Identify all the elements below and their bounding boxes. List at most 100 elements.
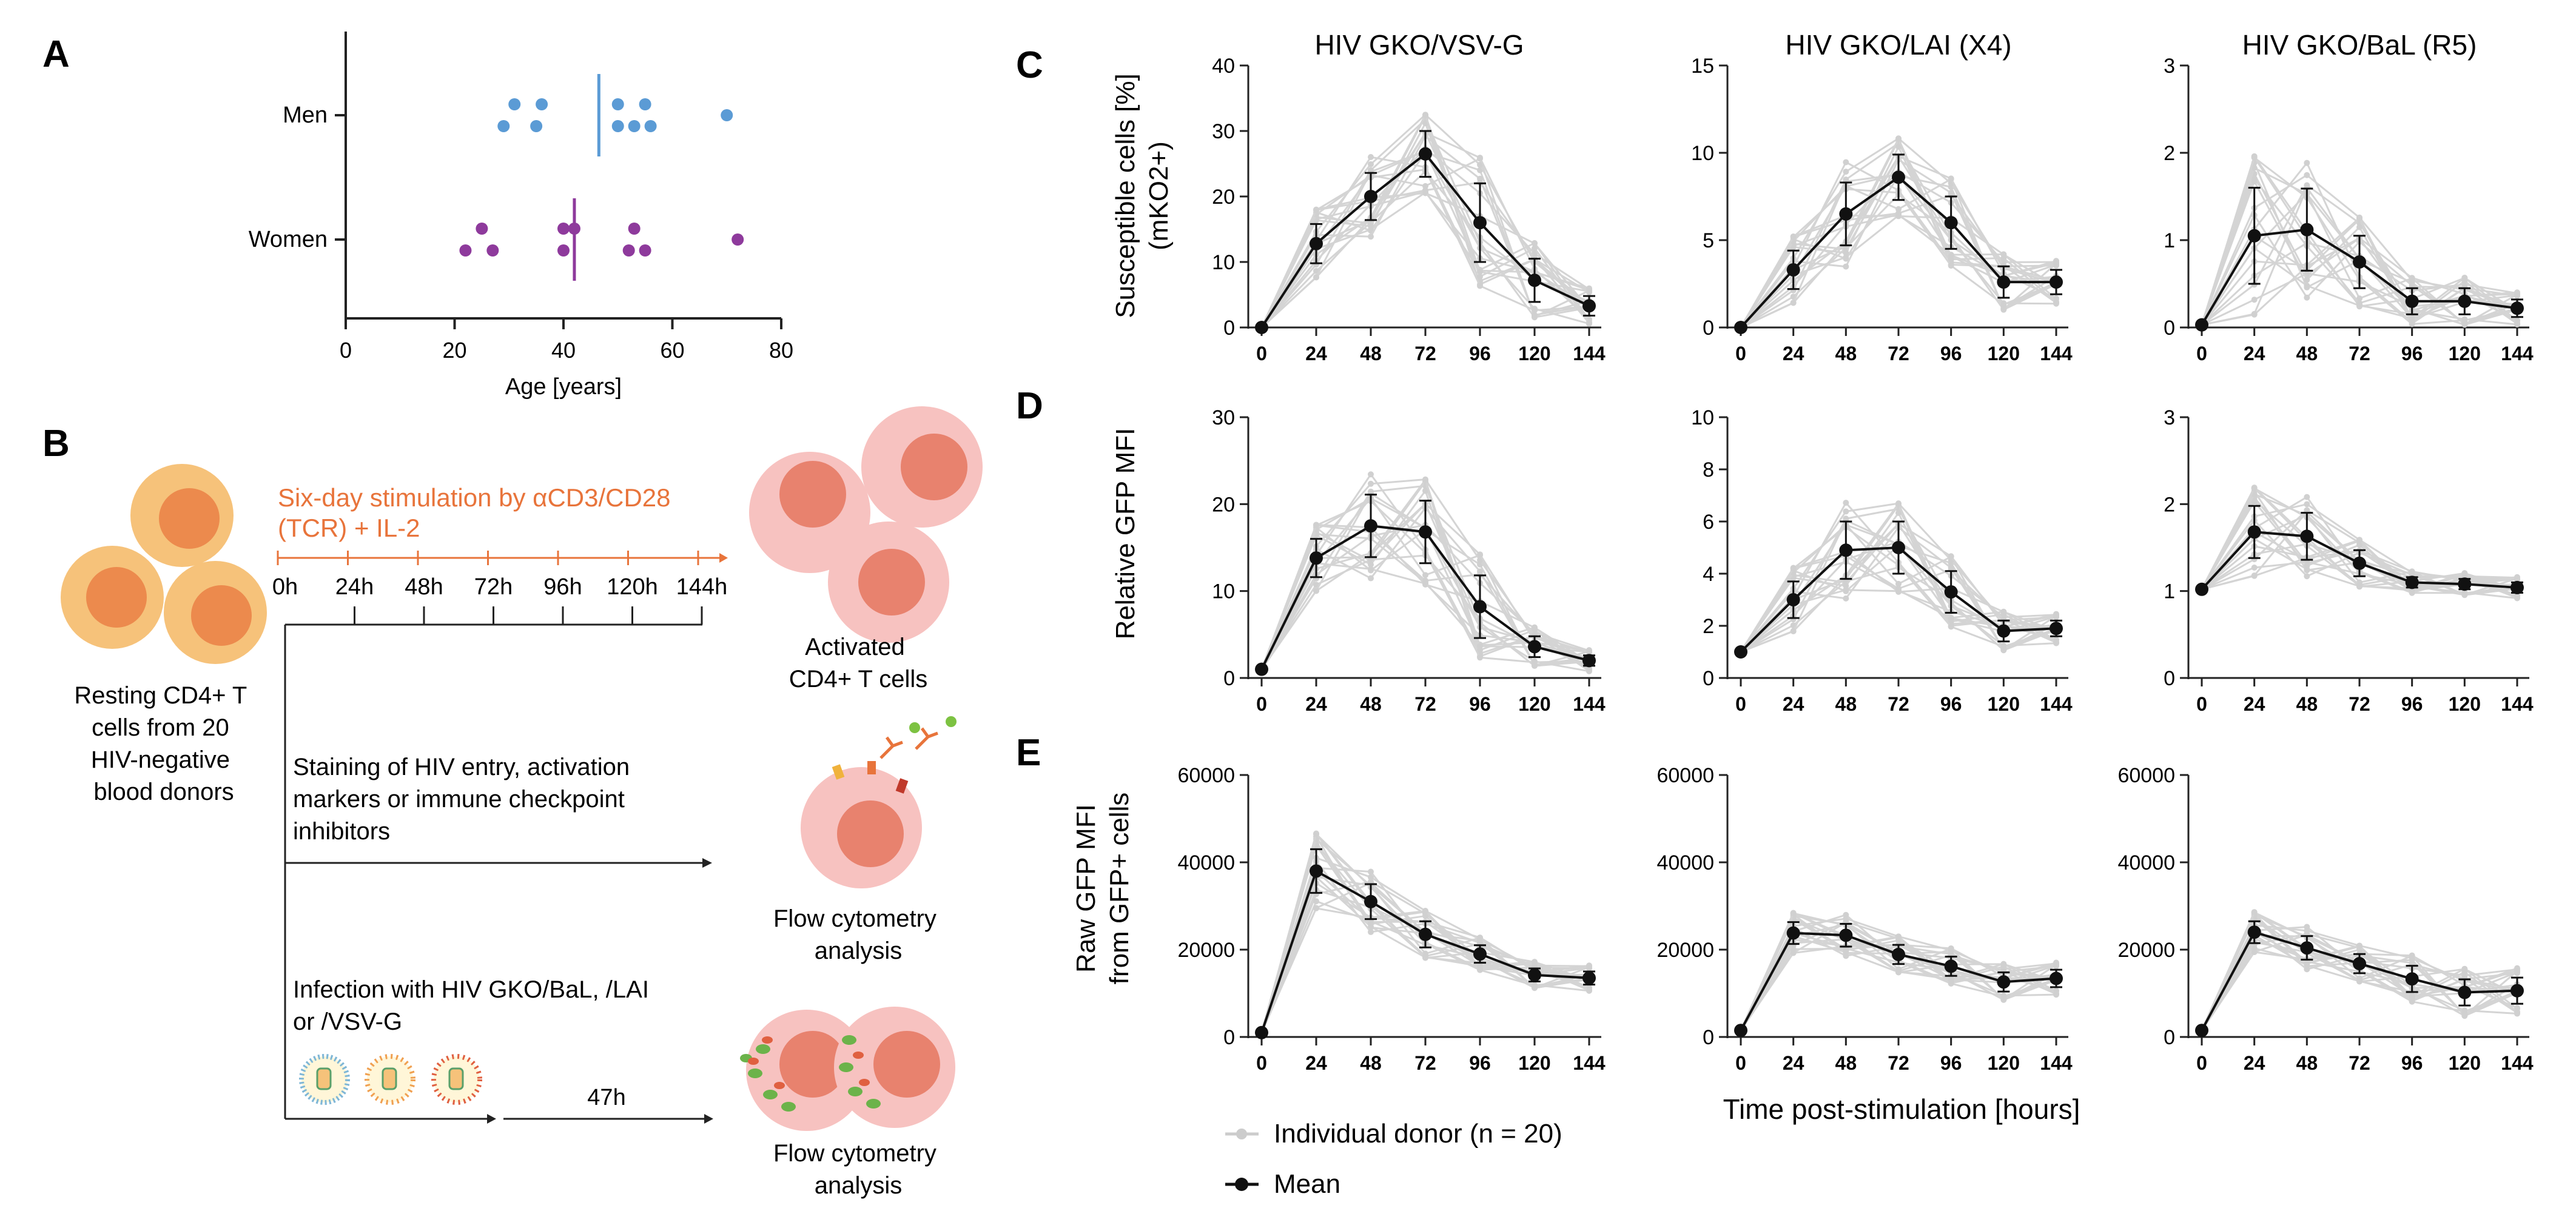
y-tick-label: 1 xyxy=(2164,580,2175,603)
mean-point xyxy=(1892,541,1905,554)
y-tick-label: 40000 xyxy=(2117,851,2175,874)
donor-point xyxy=(1368,233,1374,240)
donor-point xyxy=(2356,977,2362,984)
donor-point xyxy=(1586,320,1592,327)
donor-point xyxy=(2000,963,2007,970)
donor-point xyxy=(1895,580,1902,587)
mean-point xyxy=(1310,236,1323,250)
donor-point xyxy=(1895,500,1902,507)
timepoint-label: 144h xyxy=(676,574,728,600)
mean-point xyxy=(2510,580,2524,594)
donor-point xyxy=(1422,572,1428,579)
y-tick-label: 0 xyxy=(1703,317,1714,340)
a-xtick-label: 0 xyxy=(340,338,352,363)
donor-point xyxy=(1313,905,1319,911)
x-tick-label: 24 xyxy=(2244,693,2265,715)
mean-series xyxy=(2195,920,2524,1038)
legend-mean-label: Mean xyxy=(1274,1169,1340,1199)
mean-point xyxy=(1255,1025,1268,1039)
donor-point xyxy=(1422,112,1428,118)
donor-point xyxy=(2251,498,2258,505)
mean-point xyxy=(2247,229,2261,243)
mean-point xyxy=(2458,294,2472,308)
donor-point xyxy=(2356,215,2362,221)
svg-text:E: E xyxy=(1016,732,1041,774)
men-age-dot xyxy=(497,120,510,132)
donor-point xyxy=(2251,948,2258,955)
donor-point xyxy=(1948,945,1954,951)
panel-e-2: 0 20000 40000 60000 0 24 48 72 96 120 144 xyxy=(1656,764,2072,1074)
resting-caption: Resting CD4+ T cells from 20 HIV-negativ… xyxy=(74,682,253,805)
y-tick-label: 6 xyxy=(1703,511,1714,534)
y-tick-label: 60000 xyxy=(1177,764,1235,787)
donor-point xyxy=(1422,577,1428,584)
donor-point xyxy=(1422,908,1428,914)
panel-c-2: 0 5 10 15 0 24 48 72 96 120 144 xyxy=(1691,55,2073,364)
x-tick-label: 48 xyxy=(1835,693,1857,715)
x-tick-label: 144 xyxy=(2501,1052,2534,1074)
mean-series xyxy=(2195,505,2524,596)
donor-point xyxy=(1368,868,1374,875)
sampling-ticks xyxy=(354,606,703,625)
x-tick-label: 48 xyxy=(2296,1052,2318,1074)
donor-point xyxy=(2251,154,2258,161)
women-age-dot xyxy=(476,223,488,235)
x-tick-label: 120 xyxy=(2449,1052,2481,1074)
mean-point xyxy=(2247,925,2261,939)
legend: Individual donor (n = 20) Mean xyxy=(1225,1119,1562,1199)
donor-point xyxy=(1843,500,1849,506)
x-tick-label: 144 xyxy=(2501,343,2534,364)
mean-point xyxy=(2050,971,2063,985)
women-age-dot xyxy=(557,244,570,257)
panel-e-1: 0 20000 40000 60000 0 24 48 72 96 120 144 xyxy=(1177,764,1605,1074)
donor-point xyxy=(2304,283,2310,289)
y-tick-label: 20000 xyxy=(2117,939,2175,962)
svg-text:from GFP+ cells: from GFP+ cells xyxy=(1105,793,1134,985)
donor-point xyxy=(1422,953,1428,959)
men-age-dot xyxy=(611,120,624,132)
donor-point xyxy=(1313,588,1319,594)
stimulation-ticks xyxy=(277,551,699,565)
timepoint-label: 0h xyxy=(272,574,298,600)
mean-point xyxy=(1734,645,1747,659)
panel-c-letter: C xyxy=(1016,44,1043,86)
mean-series xyxy=(2195,187,2524,332)
y-tick-label: 20 xyxy=(1212,493,1235,516)
men-age-dot xyxy=(508,98,521,110)
donor-point xyxy=(2251,178,2258,185)
donor-point xyxy=(2304,924,2310,930)
x-tick-label: 0 xyxy=(1256,343,1267,364)
mean-point xyxy=(1310,551,1323,565)
donor-point xyxy=(1532,659,1538,666)
timepoint-label: 24h xyxy=(335,574,374,600)
donor-point xyxy=(1790,300,1797,306)
panel-b: B Resting CD4+ T cells from 20 HIV-negat… xyxy=(42,406,983,1199)
donor-point xyxy=(2251,909,2258,916)
donor-point xyxy=(2000,301,2007,308)
y-tick-label: 40000 xyxy=(1177,851,1235,874)
flow-caption-1: Flow cytometry analysis xyxy=(773,905,943,964)
x-tick-label: 120 xyxy=(1518,1052,1550,1074)
donor-point xyxy=(1790,628,1797,634)
donor-point xyxy=(2251,564,2258,571)
timepoint-label: 120h xyxy=(607,574,658,600)
mean-point xyxy=(2195,582,2208,596)
mean-point xyxy=(1582,299,1596,313)
women-age-dot xyxy=(486,244,499,257)
donor-point xyxy=(1368,153,1374,160)
mean-point xyxy=(1786,926,1800,940)
x-tick-label: 96 xyxy=(1469,693,1491,715)
donor-point xyxy=(2251,572,2258,579)
x-tick-label: 144 xyxy=(2040,343,2073,364)
donor-point xyxy=(1368,471,1374,478)
x-tick-label: 144 xyxy=(2501,693,2534,715)
donor-point xyxy=(2251,485,2258,492)
x-tick-label: 48 xyxy=(1360,1052,1382,1074)
donor-point xyxy=(2000,611,2007,618)
donor-point xyxy=(1422,183,1428,189)
y-tick-label: 1 xyxy=(2164,229,2175,252)
activated-caption: Activated CD4+ T cells xyxy=(789,634,928,693)
mean-point xyxy=(2300,223,2314,236)
x-tick-label: 144 xyxy=(1573,1052,1606,1074)
